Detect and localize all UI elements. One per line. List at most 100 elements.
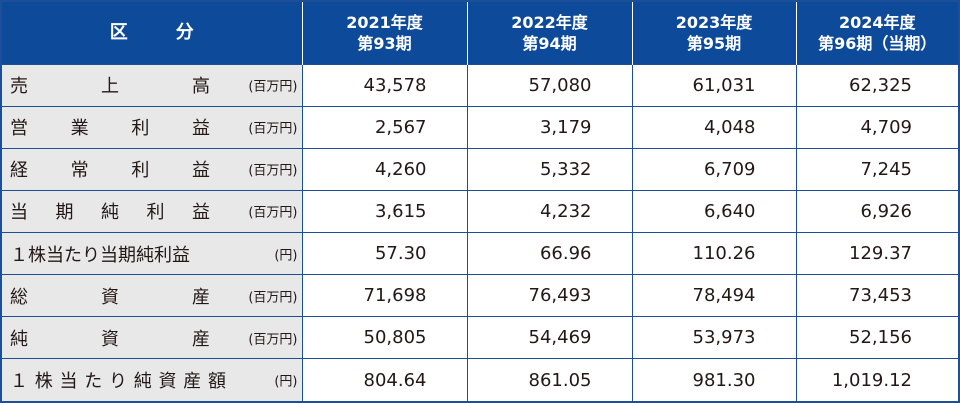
cell-value: 3,615	[302, 189, 468, 233]
row-label-char: 純	[133, 371, 152, 393]
cell-value: 62,325	[796, 63, 958, 107]
cell-value: 981.30	[632, 358, 797, 401]
row-label-text: １株当たり当期純利益	[10, 241, 190, 267]
row-label-char: 営	[10, 118, 28, 140]
cell-value: 3,179	[467, 105, 633, 149]
row-label-operating-income: 営 業 利 益 (百万円)	[2, 105, 303, 149]
cell-value: 804.64	[302, 358, 468, 401]
row-label-char: 利	[131, 118, 150, 140]
cell-value: 66.96	[467, 231, 633, 275]
cell-value: 2,567	[302, 105, 468, 149]
header-term: 第95期	[686, 33, 742, 53]
row-label-char: 益	[191, 160, 210, 182]
header-year: 2024年度	[838, 12, 916, 32]
row-label-char: 純	[101, 202, 119, 224]
cell-value: 4,232	[467, 189, 633, 233]
row-unit: (円)	[274, 374, 298, 390]
cell-value: 57,080	[467, 63, 633, 107]
row-label-char: 株	[34, 371, 53, 393]
header-year: 2021年度	[346, 12, 423, 32]
cell-value: 4,709	[796, 105, 958, 149]
cell-value: 76,493	[467, 274, 633, 317]
row-label-char: 売	[10, 76, 28, 98]
cell-value: 129.37	[796, 231, 958, 275]
table-body: 売上高 (百万円) 43,578 57,080 61,031 62,325 営業利益 (百万円…	[2, 63, 958, 401]
row-label-char: 期	[55, 202, 74, 224]
row-label-char: 純	[10, 328, 28, 350]
cell-value: 50,805	[302, 316, 468, 359]
row-unit: (百万円)	[248, 332, 298, 348]
row-label-char: 資	[101, 286, 119, 308]
row-label-text: 売上高	[10, 72, 210, 98]
table-row: 営 業 利 益 (百万円) 2,567 3,179 4,048 4,709	[2, 105, 958, 149]
row-unit: (百万円)	[248, 121, 298, 137]
row-label-char: 総	[10, 286, 28, 308]
row-label-char: 常	[70, 160, 89, 182]
row-label-net-sales: 売 上 高 (百万円)	[2, 63, 303, 107]
row-label-char: 益	[192, 202, 210, 224]
cell-value: 7,245	[796, 147, 958, 191]
header-period-2024: 2024年度 第96期（当期）	[796, 2, 958, 64]
cell-value: 110.26	[632, 231, 797, 275]
row-label-char: 当	[59, 371, 78, 393]
header-period-2023: 2023年度 第95期	[632, 2, 797, 64]
row-label-char: 資	[158, 371, 177, 393]
cell-value: 61,031	[632, 63, 797, 107]
cell-value: 54,469	[467, 316, 633, 359]
row-label-total-assets: 総 資 産 (百万円)	[2, 274, 303, 317]
table-row: 純 資 産 (百万円) 50,805 54,469 53,973 52,156	[2, 316, 958, 359]
row-label-char: 資	[101, 328, 119, 350]
header-period-2022: 2022年度 第94期	[467, 2, 633, 64]
header-row: 区分 2021年度 第93期 2022年度 第94期 2023年度 第95期 2…	[2, 2, 958, 64]
row-unit: (百万円)	[248, 79, 298, 95]
row-label-eps: １株当たり当期純利益 (円)	[2, 231, 303, 275]
table-row: 経 常 利 益 (百万円) 4,260 5,332 6,709 7,245	[2, 147, 958, 191]
table-row: １ 株当たり純資産額 (円) 804.64 861.05 981.30 1,019.12	[2, 358, 958, 401]
row-label-char: 経	[10, 160, 28, 182]
header-year: 2023年度	[675, 12, 753, 32]
table-row: 当 期 純 利 益 (百万円) 3,615 4,232 6,640 6,926	[2, 189, 958, 233]
row-unit: (百万円)	[248, 205, 298, 221]
cell-value: 6,709	[632, 147, 797, 191]
row-unit: (百万円)	[248, 290, 298, 306]
row-label-char: １	[10, 371, 28, 393]
row-label-char: 産	[192, 328, 210, 350]
row-label-char: 利	[146, 202, 165, 224]
cell-value: 6,640	[632, 189, 797, 233]
cell-value: 71,698	[302, 274, 468, 317]
row-label-char: 額	[208, 371, 226, 393]
cell-value: 5,332	[467, 147, 633, 191]
row-label-text: 純資産	[10, 325, 210, 351]
row-label-char: た	[84, 371, 103, 393]
cell-value: 52,156	[796, 316, 958, 359]
row-unit: (百万円)	[248, 163, 298, 179]
cell-value: 6,926	[796, 189, 958, 233]
cell-value: 1,019.12	[796, 358, 958, 401]
header-category-char-1: 区	[109, 22, 128, 44]
row-label-text: 当期純利益	[10, 198, 210, 224]
row-label-char: 業	[70, 118, 89, 140]
row-label-net-assets: 純 資 産 (百万円)	[2, 316, 303, 359]
header-category: 区分	[2, 2, 303, 64]
table-row: １株当たり当期純利益 (円) 57.30 66.96 110.26 129.37	[2, 231, 958, 275]
row-label-char: 産	[183, 371, 202, 393]
row-label-char: 高	[192, 76, 210, 98]
cell-value: 78,494	[632, 274, 797, 317]
header-term: 第93期	[357, 33, 412, 53]
header-term: 第96期（当期）	[818, 33, 937, 53]
cell-value: 43,578	[302, 63, 468, 107]
row-label-ordinary-income: 経 常 利 益 (百万円)	[2, 147, 303, 191]
cell-value: 73,453	[796, 274, 958, 317]
row-label-char: １株当たり当期純利益	[10, 244, 190, 266]
row-label-text: 総資産	[10, 283, 210, 309]
row-label-net-income: 当 期 純 利 益 (百万円)	[2, 189, 303, 233]
header-period-2021: 2021年度 第93期	[302, 2, 468, 64]
header-term: 第94期	[522, 33, 577, 53]
row-label-char: 利	[131, 160, 150, 182]
header-year: 2022年度	[511, 12, 588, 32]
row-unit: (円)	[274, 248, 298, 264]
row-label-char: 益	[191, 118, 210, 140]
cell-value: 57.30	[302, 231, 468, 275]
